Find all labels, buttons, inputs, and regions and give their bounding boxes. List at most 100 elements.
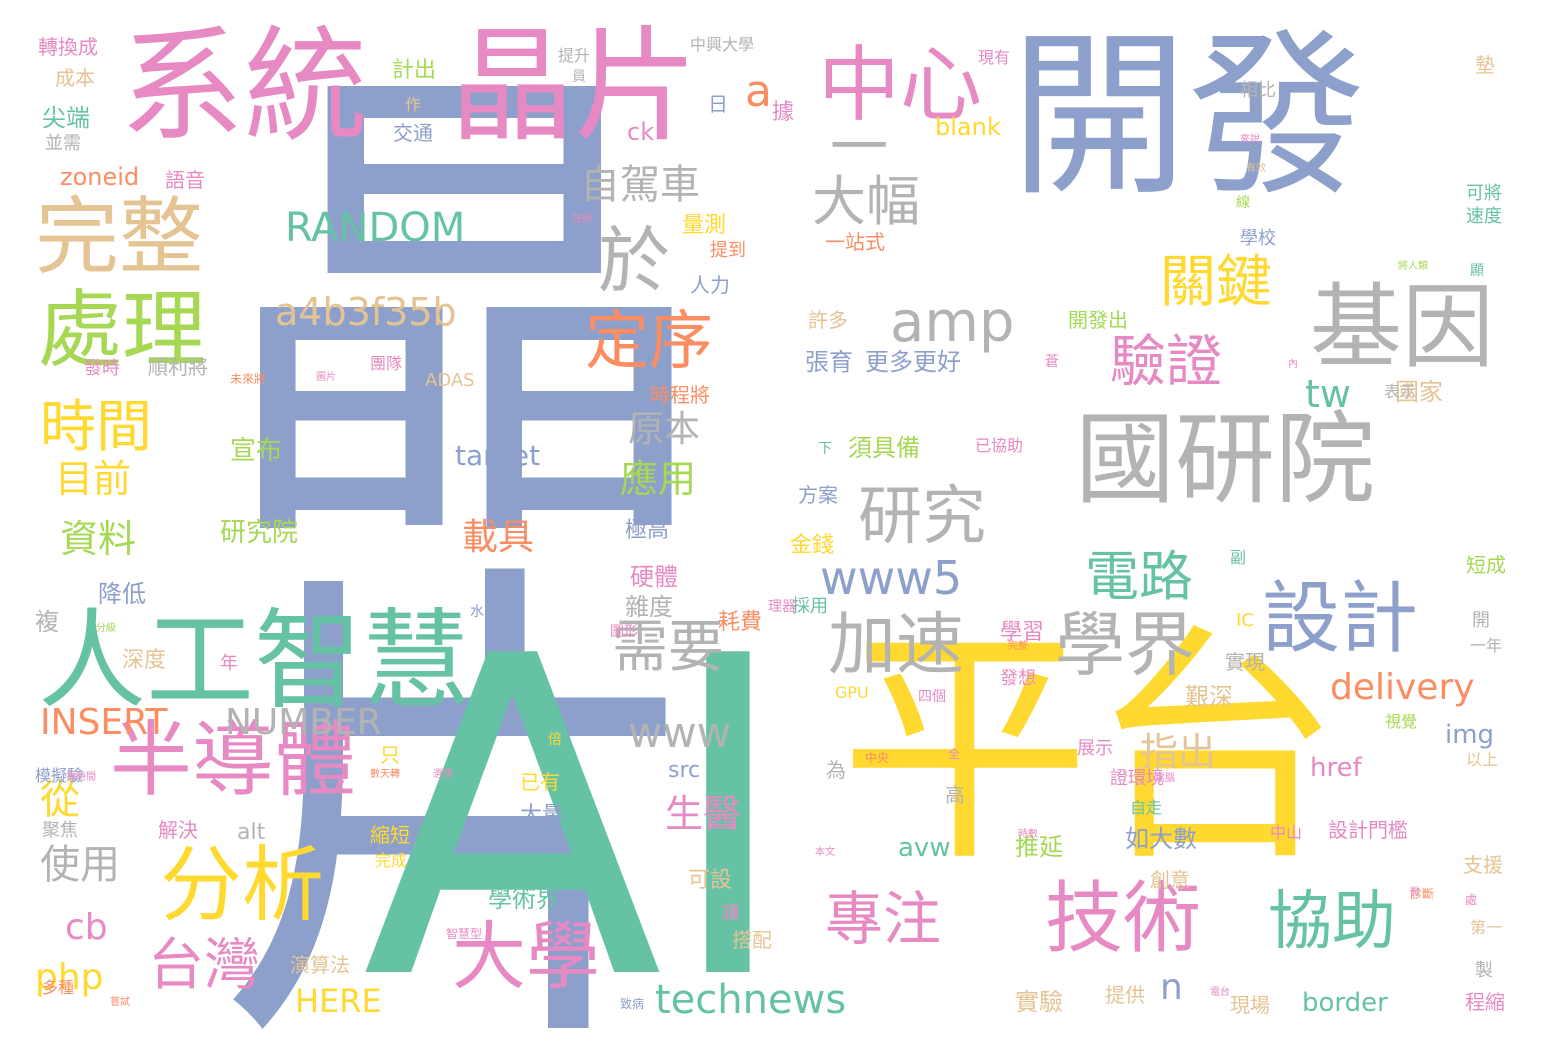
word-90: 時程將 — [650, 383, 710, 407]
word-111: 解決 — [158, 818, 198, 842]
word-18: 學界 — [1055, 604, 1195, 686]
word-16: 設計 — [1262, 574, 1419, 664]
word-19: 加速 — [828, 606, 965, 685]
word-120: 短成 — [1466, 553, 1506, 577]
word-42: delivery — [1330, 667, 1475, 708]
word-6: 晶片 — [450, 15, 699, 159]
word-80: 實驗 — [1015, 988, 1063, 1016]
word-61: 張育 — [805, 348, 853, 376]
word-160: 年 — [220, 653, 238, 674]
word-161: 證環境 — [1110, 768, 1164, 789]
word-94: 一站式 — [825, 230, 885, 254]
word-154: 採用 — [792, 596, 828, 617]
word-181: 需時間 — [66, 772, 96, 783]
word-104: 尖端 — [42, 104, 90, 132]
word-150: 高 — [945, 783, 965, 807]
word-24: amp — [890, 290, 1015, 355]
word-172: 來說 — [1240, 134, 1260, 145]
word-97: 人力 — [690, 273, 730, 297]
word-148: 已有 — [520, 770, 560, 794]
word-56: 從 — [40, 777, 80, 823]
word-7: 國研院 — [1075, 401, 1375, 518]
word-46: 目前 — [55, 457, 132, 501]
word-89: 耗費 — [718, 610, 763, 635]
word-141: 第一 — [1470, 918, 1503, 937]
word-22: 協助 — [1268, 885, 1396, 959]
word-15: 半導體 — [110, 713, 357, 808]
word-75: IC — [1236, 610, 1254, 631]
word-155: 副 — [1230, 548, 1247, 567]
word-156: 開 — [1472, 610, 1490, 631]
word-164: 水下 — [470, 604, 498, 620]
word-25: 大幅 — [812, 170, 920, 233]
word-43: a — [745, 66, 772, 117]
word-68: border — [1302, 988, 1388, 1018]
word-65: img — [1445, 720, 1495, 750]
word-30: 台灣 — [148, 933, 260, 998]
word-136: 展示 — [1077, 738, 1113, 759]
word-72: zoneid — [60, 163, 140, 191]
word-140: 現場 — [1230, 993, 1270, 1017]
word-76: 如大數 — [1125, 825, 1197, 853]
word-132: 實現 — [1225, 650, 1265, 674]
word-85: 硬體 — [630, 563, 678, 591]
word-114: 可設 — [688, 868, 733, 893]
word-127: 中興大學 — [690, 35, 755, 54]
word-41: NUMBER — [225, 702, 382, 743]
word-122: 速度 — [1466, 206, 1502, 227]
word-52: 使用 — [40, 842, 120, 888]
word-171: 有效 — [1246, 163, 1266, 174]
word-4: 平台 — [840, 604, 1340, 895]
word-126: 現有 — [978, 48, 1011, 67]
word-108: 發時 — [84, 358, 120, 379]
word-92: 許多 — [808, 308, 848, 332]
word-166: 圖片 — [316, 372, 336, 383]
word-2: AI — [362, 564, 793, 1052]
word-12: 完整 — [35, 188, 204, 286]
word-44: tw — [1305, 372, 1351, 416]
word-8: 人工智慧 — [38, 599, 471, 724]
word-151: 只 — [380, 743, 400, 767]
word-163: 圖形 — [610, 624, 638, 640]
word-115: 搭配 — [732, 928, 772, 952]
word-37: www5 — [820, 551, 963, 605]
word-74: GPU — [835, 683, 869, 702]
word-40: INSERT — [40, 702, 168, 743]
word-123: 學校 — [1240, 228, 1276, 249]
word-58: target — [455, 439, 541, 472]
word-189: 嘗試 — [110, 997, 130, 1008]
word-157: 團隊 — [370, 354, 403, 373]
word-96: 提到 — [710, 240, 746, 261]
word-70: alt — [237, 820, 266, 845]
word-99: 交通 — [393, 121, 433, 145]
word-121: 可將 — [1466, 183, 1502, 204]
word-50: 生醫 — [665, 792, 742, 836]
word-57: n — [1160, 967, 1183, 1008]
word-3: 開發 — [1010, 13, 1366, 220]
word-91: 國家 — [1395, 378, 1443, 406]
word-87: 方案 — [798, 483, 838, 507]
word-192: 選擇 — [433, 769, 453, 780]
word-1: 晶片 — [129, 48, 711, 1048]
word-101: 日 — [708, 92, 728, 116]
word-20: 研究 — [858, 480, 986, 554]
word-47: 資料 — [60, 517, 137, 561]
word-139: 程縮 — [1465, 990, 1505, 1014]
word-187: 智慧型 — [446, 927, 483, 941]
word-134: 視覺 — [1385, 712, 1418, 731]
word-158: 已協助 — [975, 436, 1024, 455]
word-67: avw — [898, 833, 951, 863]
word-63: 須具備 — [848, 434, 920, 462]
word-118: 創意 — [1150, 868, 1190, 892]
word-83: 艱深 — [1185, 683, 1233, 711]
word-23: 於 — [598, 219, 671, 303]
word-188: 致病 — [620, 997, 645, 1011]
word-73: ADAS — [425, 370, 475, 391]
word-48: 應用 — [620, 457, 697, 501]
word-152: 四個 — [918, 689, 946, 705]
word-186: 完整 — [1008, 641, 1028, 652]
word-167: 蒼 — [1045, 354, 1059, 370]
word-129: 員 — [572, 69, 586, 85]
word-49: 原本 — [628, 409, 701, 450]
word-191: 微 — [1410, 887, 1420, 898]
